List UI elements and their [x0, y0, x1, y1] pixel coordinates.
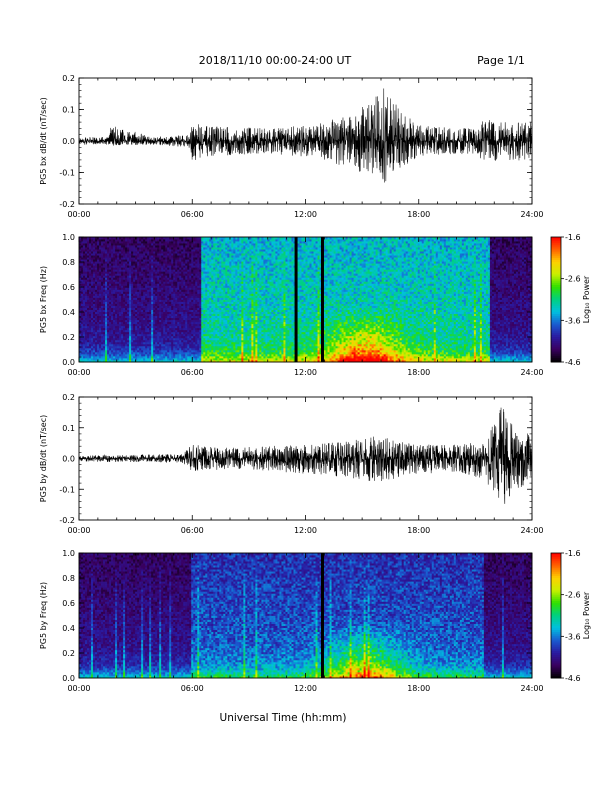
time-tick-label: 00:00: [67, 526, 90, 535]
bx-colorbar: -1.6 -2.6 -3.6 -4.6 Log₁₀ Power: [551, 233, 591, 367]
y-tick-label: 0.4: [62, 308, 75, 317]
y-tick-label: 0.0: [62, 358, 75, 367]
colorbar-tick-label: -4.6: [565, 358, 581, 367]
y-axis-label: PG5 bx dB/dt (nT/sec): [39, 97, 48, 184]
time-tick-label: 06:00: [181, 684, 204, 693]
y-axis-label: PG5 bx Freq (Hz): [39, 266, 48, 333]
time-tick-label: 18:00: [407, 526, 430, 535]
by-dbdt-timeseries-panel: 00:00 06:00 12:00 18:00 24:00 0.2 0.1 0.0 -0.1 -0…: [39, 393, 544, 535]
time-tick-label: 06:00: [181, 368, 204, 377]
dbdt-trace: [79, 408, 532, 504]
y-tick-label: 1.0: [62, 549, 75, 558]
y-tick-label: 0.2: [62, 649, 75, 658]
y-axis-label: PG5 by dB/dt (nT/sec): [39, 415, 48, 502]
spectrogram-image: [79, 237, 532, 362]
time-tick-label: 12:00: [294, 684, 317, 693]
y-tick-label: 0.6: [62, 283, 75, 292]
y-tick-label: 0.4: [62, 624, 75, 633]
y-tick-label: 0.2: [62, 393, 75, 402]
y-tick-label: 0.8: [62, 574, 75, 583]
data-gap-line: [295, 237, 298, 362]
data-gap-line: [321, 553, 324, 678]
colorbar-tick-label: -1.6: [565, 549, 581, 558]
bx-dbdt-timeseries-panel: 00:00 06:00 12:00 18:00 24:00 0.2 0.1 0.0 -0.1 -0…: [39, 74, 544, 219]
by-spectrogram-panel: 00:00 06:00 12:00 18:00 24:00 1.0 0.8 0.6 0.4 0.2…: [39, 549, 544, 693]
y-tick-label: 1.0: [62, 233, 75, 242]
y-tick-label: -0.2: [59, 200, 75, 209]
y-tick-label: 0.2: [62, 333, 75, 342]
time-tick-label: 00:00: [67, 210, 90, 219]
colorbar-tick-label: -4.6: [565, 674, 581, 683]
dbdt-trace: [79, 88, 532, 182]
y-tick-label: -0.1: [59, 485, 75, 494]
time-tick-label: 24:00: [520, 684, 543, 693]
by-colorbar: -1.6 -2.6 -3.6 -4.6 Log₁₀ Power: [551, 549, 591, 683]
colorbar-tick-label: -2.6: [565, 591, 581, 600]
time-tick-label: 24:00: [520, 526, 543, 535]
y-tick-label: 0.0: [62, 455, 75, 464]
header-page-number: Page 1/1: [477, 54, 525, 67]
time-tick-label: 00:00: [67, 368, 90, 377]
time-tick-label: 06:00: [181, 526, 204, 535]
header-date-range: 2018/11/10 00:00-24:00 UT: [199, 54, 352, 67]
y-tick-label: 0.0: [62, 674, 75, 683]
colorbar-tick-label: -3.6: [565, 632, 581, 641]
colorbar-label: Log₁₀ Power: [582, 275, 591, 323]
y-axis-label: PG5 by Freq (Hz): [39, 582, 48, 649]
x-axis-title: Universal Time (hh:mm): [220, 712, 347, 724]
colorbar-label: Log₁₀ Power: [582, 591, 591, 639]
time-tick-label: 12:00: [294, 526, 317, 535]
y-tick-label: 0.8: [62, 258, 75, 267]
y-tick-label: 0.2: [62, 74, 75, 83]
time-tick-label: 06:00: [181, 210, 204, 219]
spectrogram-image: [79, 553, 532, 678]
time-tick-label: 24:00: [520, 210, 543, 219]
y-tick-label: 0.6: [62, 599, 75, 608]
y-tick-label: 0.0: [62, 137, 75, 146]
bx-spectrogram-panel: 00:00 06:00 12:00 18:00 24:00 1.0 0.8 0.6 0.4 0.2…: [39, 233, 544, 377]
y-tick-label: -0.1: [59, 169, 75, 178]
time-tick-label: 18:00: [407, 210, 430, 219]
time-tick-label: 18:00: [407, 368, 430, 377]
time-tick-label: 12:00: [294, 210, 317, 219]
y-tick-label: 0.1: [62, 424, 75, 433]
time-tick-label: 18:00: [407, 684, 430, 693]
time-tick-label: 24:00: [520, 368, 543, 377]
colorbar-tick-label: -3.6: [565, 316, 581, 325]
time-tick-label: 00:00: [67, 684, 90, 693]
time-tick-label: 12:00: [294, 368, 317, 377]
data-gap-line: [321, 237, 324, 362]
y-tick-label: 0.1: [62, 106, 75, 115]
colorbar-tick-label: -2.6: [565, 275, 581, 284]
colorbar-tick-label: -1.6: [565, 233, 581, 242]
y-tick-label: -0.2: [59, 516, 75, 525]
